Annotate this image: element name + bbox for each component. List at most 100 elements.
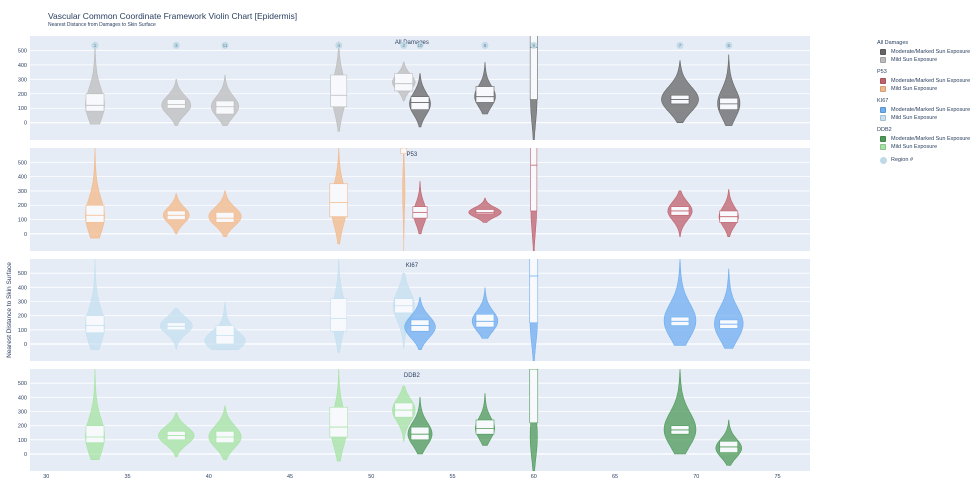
y-tick-label: 200 [18, 203, 27, 209]
legend-label: Mild Sun Exposure [891, 86, 938, 92]
legend-group-all-damages[interactable]: All Damages Moderate/Marked Sun Exposure… [877, 40, 970, 64]
legend-group-ddb2[interactable]: DDB2 Moderate/Marked Sun Exposure Mild S… [877, 127, 970, 151]
x-tick-label: 30 [43, 474, 49, 480]
region-marker [335, 41, 343, 49]
violin-box [475, 86, 495, 103]
panel-p53: 0 100 200 300 400 500 P53 [18, 148, 810, 251]
x-tick-label: 75 [774, 474, 780, 480]
legend-item[interactable]: Moderate/Marked Sun Exposure [880, 48, 970, 56]
violin-group [85, 36, 741, 140]
region-marker [400, 41, 408, 49]
region-marker [481, 41, 489, 49]
region-label: 3 [175, 43, 178, 48]
legend-label: Moderate/Marked Sun Exposure [891, 107, 971, 113]
y-tick-label: 300 [18, 77, 27, 83]
violin-box [215, 100, 235, 115]
y-tick-label: 100 [18, 438, 27, 444]
x-tick-label: 50 [368, 474, 374, 480]
region-label: 1 [94, 43, 97, 48]
x-tick-label: 40 [206, 474, 212, 480]
region-marker [416, 41, 424, 49]
legend-group-ki67[interactable]: KI67 Moderate/Marked Sun Exposure Mild S… [877, 98, 970, 122]
violin-box [215, 325, 235, 345]
legend-label: Mild Sun Exposure [891, 115, 938, 121]
x-tick-label: 55 [449, 474, 455, 480]
region-label: 6 [727, 43, 730, 48]
panel-ki67: 0 100 200 300 400 500 KI67 [18, 259, 810, 361]
legend-item-region[interactable]: Region # [880, 156, 970, 164]
legend-swatch [880, 78, 886, 84]
legend-swatch [880, 144, 886, 150]
legend-title: KI67 [877, 98, 889, 104]
legend-item[interactable]: Mild Sun Exposure [880, 143, 970, 151]
legend-item[interactable]: Mild Sun Exposure [880, 85, 970, 93]
panel-title: DDB2 [404, 373, 421, 379]
violin-box [529, 36, 538, 100]
y-tick-label: 400 [18, 63, 27, 69]
violin-box [329, 406, 348, 438]
violin-box [410, 96, 430, 110]
legend-swatch [880, 136, 886, 142]
legend-item[interactable]: Moderate/Marked Sun Exposure [880, 77, 970, 85]
chart-title: Vascular Common Coordinate Framework Vio… [48, 11, 298, 21]
y-tick-label: 500 [18, 48, 27, 54]
legend-label: Moderate/Marked Sun Exposure [891, 49, 971, 55]
violin [661, 60, 699, 124]
violin-box [530, 148, 538, 212]
violin-box [215, 212, 235, 223]
legend-swatch [880, 86, 886, 92]
panel-all-damages: 0 100 200 300 400 500 All Damages 1 3 11 4 2 10 8 9 7 6 [18, 36, 810, 140]
violin-box [330, 298, 348, 332]
y-tick-label: 400 [18, 285, 27, 291]
y-tick-label: 400 [18, 395, 27, 401]
region-marker [676, 41, 684, 49]
legend: All Damages Moderate/Marked Sun Exposure… [877, 40, 970, 164]
panel-ddb2: 0 100 200 300 400 500 DDB2 [18, 369, 810, 471]
region-marker-icon [880, 156, 887, 164]
y-tick-label: 400 [18, 175, 27, 181]
legend-label: Region # [891, 157, 914, 163]
legend-label: Moderate/Marked Sun Exposure [891, 78, 971, 84]
violin-box [410, 426, 430, 441]
violin [402, 148, 406, 251]
violin-box [475, 419, 495, 435]
legend-item[interactable]: Moderate/Marked Sun Exposure [880, 135, 970, 143]
violin-box [394, 73, 414, 92]
violin-box [529, 369, 539, 424]
x-tick-label: 70 [693, 474, 699, 480]
region-label: 11 [223, 43, 228, 48]
legend-swatch [880, 49, 886, 55]
legend-item[interactable]: Mild Sun Exposure [880, 114, 970, 122]
region-label: 4 [337, 43, 340, 48]
violin-group [85, 148, 739, 251]
y-tick-label: 200 [18, 424, 27, 430]
x-tick-label: 35 [124, 474, 130, 480]
legend-title: P53 [877, 69, 887, 75]
violin-box [166, 99, 186, 109]
legend-item[interactable]: Moderate/Marked Sun Exposure [880, 106, 970, 114]
legend-label: Mild Sun Exposure [891, 57, 938, 63]
violin-box [85, 93, 105, 112]
y-tick-label: 500 [18, 160, 27, 166]
legend-title: All Damages [877, 40, 909, 46]
chart-subtitle: Nearest Distance from Damages to Skin Su… [48, 22, 156, 28]
y-tick-label: 0 [24, 452, 27, 458]
y-tick-label: 100 [18, 218, 27, 224]
violin-box [330, 74, 348, 108]
y-tick-label: 300 [18, 300, 27, 306]
x-tick-label: 65 [612, 474, 618, 480]
y-tick-label: 0 [24, 232, 27, 238]
y-tick-label: 300 [18, 189, 27, 195]
region-label: 9 [532, 43, 535, 48]
x-tick-label: 60 [531, 474, 537, 480]
region-label: 7 [679, 43, 682, 48]
y-tick-label: 300 [18, 410, 27, 416]
violin-box [85, 425, 105, 443]
violin-box [475, 209, 495, 215]
legend-item[interactable]: Mild Sun Exposure [880, 56, 970, 64]
region-marker [91, 41, 99, 49]
legend-group-p53[interactable]: P53 Moderate/Marked Sun Exposure Mild Su… [877, 69, 970, 93]
violin-group [85, 259, 744, 361]
legend-swatch [880, 115, 886, 121]
